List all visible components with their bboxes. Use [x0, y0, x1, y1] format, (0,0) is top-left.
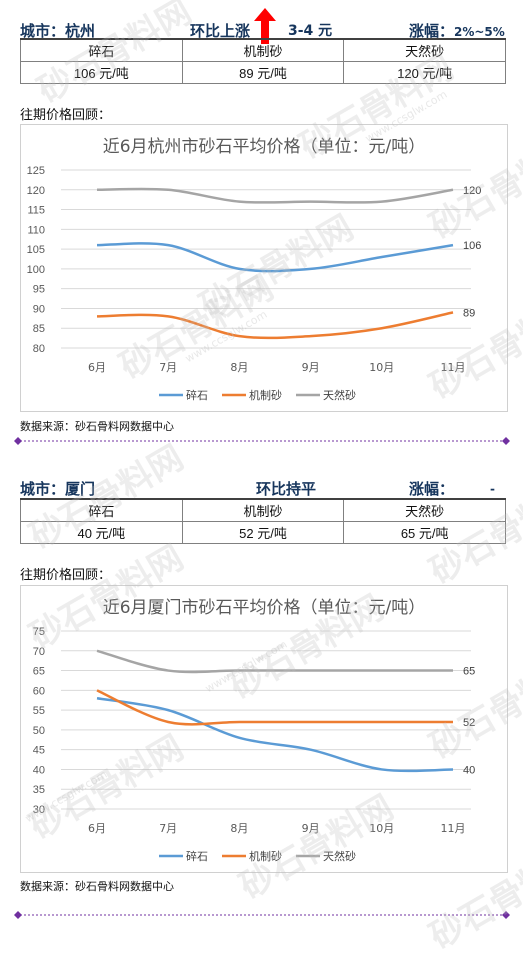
chart-hangzhou: 近6月杭州市砂石平均价格（单位：元/吨） 80 85 90 95 100 105 110 115…	[20, 124, 508, 412]
data-label: 120	[463, 185, 481, 197]
section-divider	[14, 437, 510, 445]
data-label: 52	[463, 717, 475, 729]
series-line	[96, 242, 454, 273]
data-source: 数据来源：砂石骨料网数据中心	[20, 420, 174, 433]
y-tick-label: 105	[27, 244, 45, 256]
chart-xiamen: 近6月厦门市砂石平均价格（单位：元/吨） 30 35 40 45 50 55 60 65 70 75…	[20, 585, 508, 873]
city-label: 城市：杭州	[20, 22, 96, 40]
table-header-cell: 碎石	[20, 38, 183, 62]
y-tick-label: 75	[33, 626, 45, 638]
review-label: 往期价格回顾：	[20, 568, 112, 583]
y-tick-label: 30	[33, 804, 45, 816]
data-label: 106	[463, 240, 481, 252]
price-table-hangzhou: 碎石 机制砂 天然砂 106 元/吨 89 元/吨 120 元/吨	[20, 38, 506, 84]
table-header-cell: 天然砂	[343, 498, 506, 522]
legend-label: 天然砂	[323, 388, 356, 402]
line-chart: 近6月杭州市砂石平均价格（单位：元/吨） 80 85 90 95 100 105 110 115…	[27, 137, 482, 402]
data-label: 40	[463, 764, 475, 776]
table-cell: 65 元/吨	[343, 521, 506, 544]
x-tick-label: 9月	[302, 822, 320, 835]
series-line	[96, 187, 454, 204]
y-tick-label: 85	[33, 323, 45, 335]
trend-label: 环比持平	[256, 480, 317, 498]
data-label: 89	[463, 307, 475, 319]
trend-label: 环比上涨	[190, 22, 251, 40]
legend-label: 机制砂	[249, 849, 282, 863]
y-tick-label: 125	[27, 165, 45, 177]
x-tick-label: 8月	[230, 361, 248, 374]
up-arrow-icon	[254, 8, 276, 44]
y-tick-label: 45	[33, 745, 45, 757]
table-header-cell: 天然砂	[343, 38, 506, 62]
price-header-hangzhou: 城市：杭州 环比上涨 3-4 元 涨幅： 2%~5%	[20, 8, 506, 44]
table-header-row: 碎石 机制砂 天然砂	[20, 498, 506, 522]
y-tick-label: 50	[33, 725, 45, 737]
table-header-cell: 机制砂	[181, 38, 345, 62]
y-tick-label: 40	[33, 764, 45, 776]
x-tick-label: 6月	[88, 822, 106, 835]
y-tick-label: 100	[27, 264, 45, 276]
y-tick-label: 80	[33, 343, 45, 355]
table-cell: 120 元/吨	[343, 61, 506, 84]
section-divider	[14, 911, 510, 919]
table-cell: 40 元/吨	[20, 521, 183, 544]
change-value: -	[490, 482, 495, 496]
x-tick-label: 9月	[302, 361, 320, 374]
line-chart: 近6月厦门市砂石平均价格（单位：元/吨） 30 35 40 45 50 55 60 65 70 75…	[33, 598, 476, 863]
y-tick-label: 65	[33, 666, 45, 678]
y-tick-label: 60	[33, 685, 45, 697]
y-tick-label: 35	[33, 784, 45, 796]
table-row: 40 元/吨 52 元/吨 65 元/吨	[20, 521, 506, 544]
series-line	[96, 649, 453, 674]
y-tick-label: 95	[33, 284, 45, 296]
x-tick-label: 8月	[230, 822, 248, 835]
legend-label: 碎石	[186, 849, 208, 863]
legend-label: 天然砂	[323, 849, 356, 863]
x-tick-label: 11月	[441, 822, 466, 835]
table-cell: 89 元/吨	[181, 61, 345, 84]
change-label: 涨幅：	[409, 22, 455, 40]
series-line	[96, 311, 454, 340]
x-tick-label: 11月	[441, 361, 466, 374]
y-tick-label: 115	[27, 205, 45, 217]
chart-title: 近6月厦门市砂石平均价格（单位：元/吨）	[103, 598, 426, 618]
city-label: 城市：厦门	[20, 480, 96, 498]
x-tick-label: 7月	[159, 822, 177, 835]
change-label: 涨幅：	[409, 480, 455, 498]
price-header-xiamen: 城市：厦门 环比持平 涨幅： -	[20, 478, 506, 500]
y-tick-label: 70	[33, 646, 45, 658]
y-tick-label: 120	[27, 185, 45, 197]
y-tick-label: 55	[33, 705, 45, 717]
x-tick-label: 6月	[88, 361, 106, 374]
table-row: 106 元/吨 89 元/吨 120 元/吨	[20, 61, 506, 84]
price-table-xiamen: 碎石 机制砂 天然砂 40 元/吨 52 元/吨 65 元/吨	[20, 498, 506, 544]
x-tick-label: 7月	[159, 361, 177, 374]
y-tick-label: 90	[33, 303, 45, 315]
chart-title: 近6月杭州市砂石平均价格（单位：元/吨）	[103, 137, 426, 157]
series-line	[96, 697, 454, 773]
table-header-cell: 碎石	[20, 498, 183, 522]
table-header-cell: 机制砂	[181, 498, 345, 522]
table-header-row: 碎石 机制砂 天然砂	[20, 38, 506, 62]
data-label: 65	[463, 666, 475, 678]
legend-label: 机制砂	[249, 388, 282, 402]
y-tick-label: 110	[27, 224, 45, 236]
change-value: 2%~5%	[454, 25, 505, 39]
series-line	[96, 689, 453, 726]
table-cell: 52 元/吨	[181, 521, 345, 544]
x-tick-label: 10月	[369, 361, 394, 374]
change-range: 3-4 元	[288, 23, 333, 39]
table-cell: 106 元/吨	[20, 61, 183, 84]
x-tick-label: 10月	[369, 822, 394, 835]
legend-label: 碎石	[186, 388, 208, 402]
data-source: 数据来源：砂石骨料网数据中心	[20, 880, 174, 893]
review-label: 往期价格回顾：	[20, 108, 112, 123]
